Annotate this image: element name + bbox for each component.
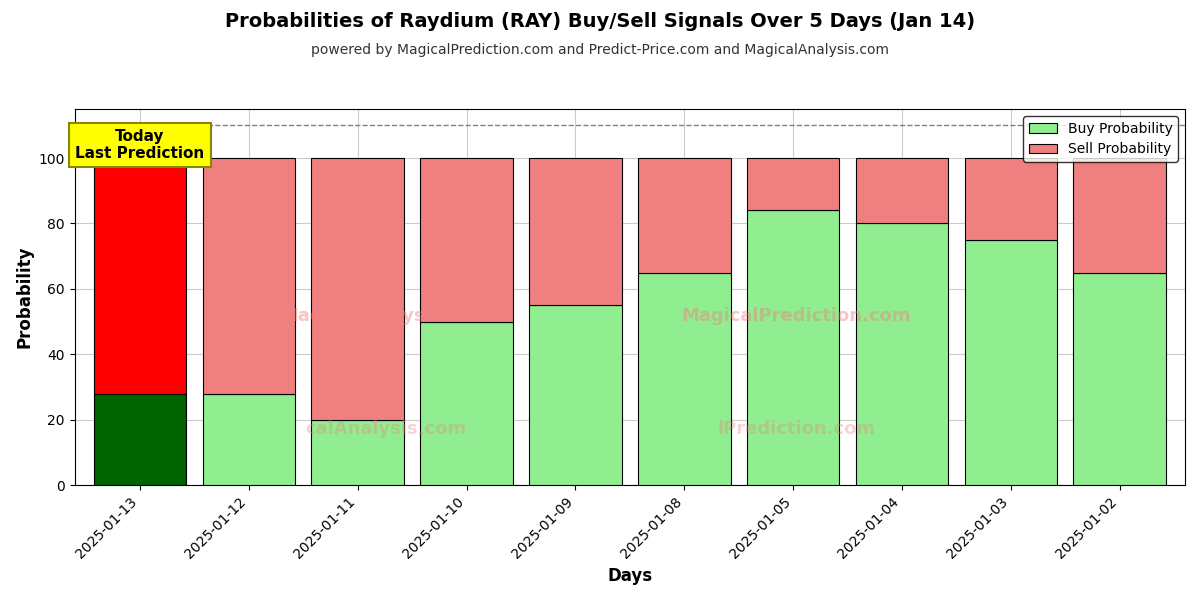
Text: MagicalPrediction.com: MagicalPrediction.com	[682, 307, 911, 325]
Text: Today
Last Prediction: Today Last Prediction	[76, 128, 204, 161]
Bar	[965, 158, 1057, 240]
Bar	[529, 158, 622, 305]
Legend: Buy Probability, Sell Probability: Buy Probability, Sell Probability	[1024, 116, 1178, 162]
Bar	[312, 420, 404, 485]
Y-axis label: Probability: Probability	[16, 246, 34, 349]
Bar	[420, 158, 512, 322]
Bar	[856, 158, 948, 223]
Bar	[965, 240, 1057, 485]
Bar	[312, 158, 404, 420]
Bar	[856, 223, 948, 485]
Bar	[638, 158, 731, 272]
X-axis label: Days: Days	[607, 567, 653, 585]
Text: MagicalAnalysis.com: MagicalAnalysis.com	[281, 307, 491, 325]
Bar	[746, 211, 839, 485]
Bar	[746, 158, 839, 211]
Bar	[203, 394, 295, 485]
Text: Probabilities of Raydium (RAY) Buy/Sell Signals Over 5 Days (Jan 14): Probabilities of Raydium (RAY) Buy/Sell …	[224, 12, 976, 31]
Bar	[638, 272, 731, 485]
Bar	[420, 322, 512, 485]
Bar	[203, 158, 295, 394]
Bar	[1074, 158, 1166, 272]
Bar	[529, 305, 622, 485]
Bar	[94, 394, 186, 485]
Bar	[1074, 272, 1166, 485]
Text: powered by MagicalPrediction.com and Predict-Price.com and MagicalAnalysis.com: powered by MagicalPrediction.com and Pre…	[311, 43, 889, 57]
Text: lPrediction.com: lPrediction.com	[718, 420, 876, 438]
Bar	[94, 158, 186, 394]
Text: calAnalysis.com: calAnalysis.com	[305, 420, 466, 438]
